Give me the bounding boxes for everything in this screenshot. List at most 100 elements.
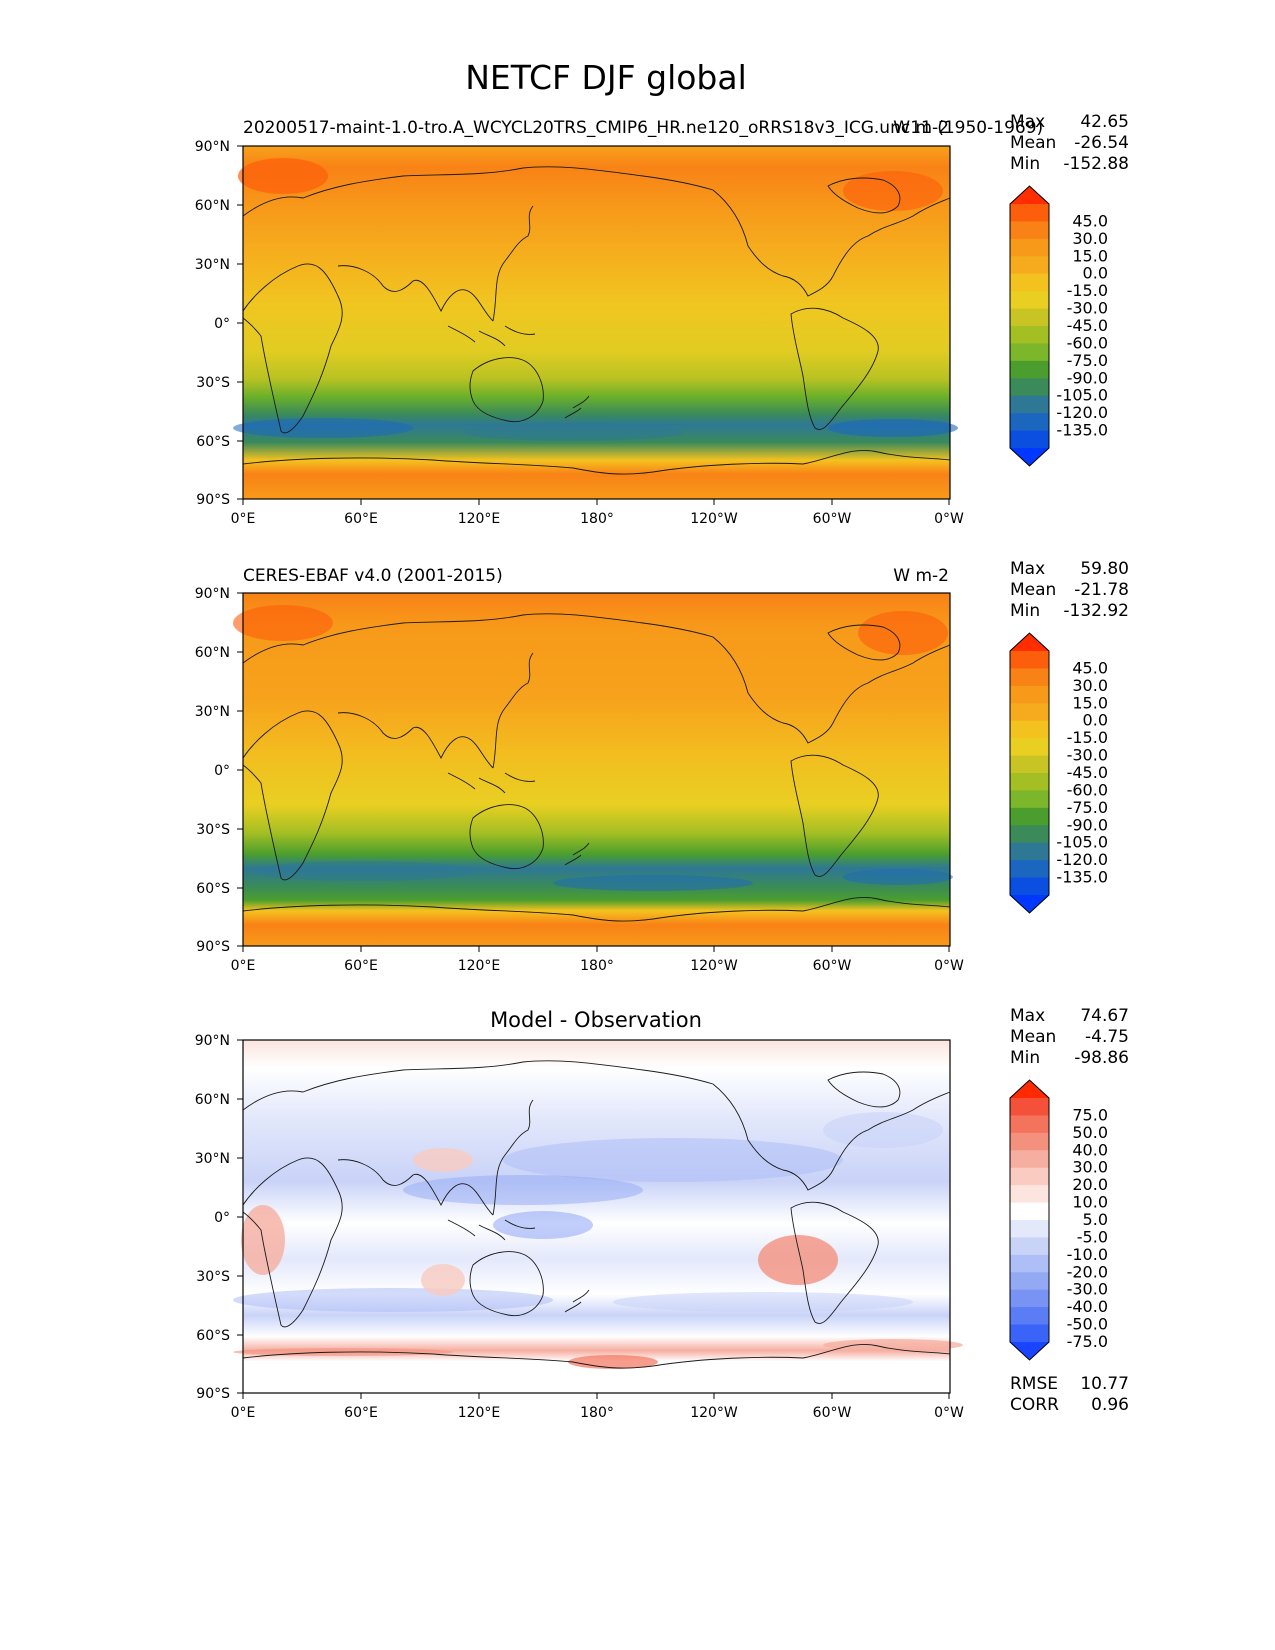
panel-diff-lat-axis: 90°N 60°N 30°N 0° 30°S 60°S 90°S (195, 1033, 243, 1402)
lat-tick-label: 30°S (196, 375, 230, 391)
stat-label: Mean (1010, 1027, 1056, 1047)
colorbar-tick-label: -45.0 (1067, 316, 1108, 335)
colorbar-swatch (1010, 1185, 1049, 1204)
colorbar-tick-label: 30.0 (1072, 676, 1108, 695)
lon-tick-label: 120°W (690, 958, 738, 974)
stat-label: Min (1010, 154, 1040, 174)
colorbar-swatch (1010, 430, 1049, 449)
colorbar-tick-label: 30.0 (1072, 229, 1108, 248)
colorbar-swatch (1010, 413, 1049, 432)
lon-tick-label: 120°E (458, 511, 501, 527)
colorbar-tick-label: -40.0 (1067, 1297, 1108, 1316)
stat-label: Mean (1010, 580, 1056, 600)
panel-model: 20200517-maint-1.0-tro.A_WCYCL20TRS_CMIP… (195, 112, 1129, 527)
colorbar-outline (1009, 632, 1050, 914)
colorbar-tick-label: -105.0 (1056, 833, 1108, 852)
panel-model-lon-axis: 0°E 60°E 120°E 180° 120°W 60°W 0°W (231, 499, 964, 527)
lon-tick-label: 60°W (813, 1405, 852, 1421)
colorbar-tick-label: 75.0 (1072, 1105, 1108, 1124)
colorbar-swatch (1010, 1167, 1049, 1186)
colorbar-tick-label: -120.0 (1056, 850, 1108, 869)
colorbar-tick-label: 10.0 (1072, 1193, 1108, 1212)
colorbar-swatch (1010, 1289, 1049, 1308)
lat-tick-label: 90°S (196, 939, 230, 955)
panel-obs: CERES-EBAF v4.0 (2001-2015) W m-2 90°N 6… (195, 559, 1129, 974)
colorbar-swatch (1010, 1150, 1049, 1169)
lat-tick-label: 60°S (196, 881, 230, 897)
colorbar-tick-label: -30.0 (1067, 299, 1108, 318)
lon-tick-label: 0°E (231, 958, 256, 974)
colorbar-tick-label: -5.0 (1077, 1227, 1108, 1246)
colorbar-swatch (1010, 204, 1049, 223)
colorbar-tick-label: 20.0 (1072, 1175, 1108, 1194)
colorbar-swatch (1010, 1220, 1049, 1239)
lat-tick-label: 90°S (196, 1386, 230, 1402)
colorbar-tick-label: -60.0 (1067, 333, 1108, 352)
colorbar-tick-label: 5.0 (1083, 1210, 1108, 1229)
colorbar-tick-label: -75.0 (1067, 351, 1108, 370)
panel-diff-map (233, 1039, 963, 1394)
colorbar-tick-label: -15.0 (1067, 281, 1108, 300)
colorbar-swatch (1010, 1272, 1049, 1291)
colorbar-tick-label: -105.0 (1056, 386, 1108, 405)
colorbar-tick-label: -90.0 (1067, 815, 1108, 834)
lat-tick-label: 90°N (195, 139, 230, 155)
colorbar-swatch (1010, 326, 1049, 345)
colorbar-swatch (1010, 685, 1049, 704)
colorbar-tick-label: -135.0 (1056, 868, 1108, 887)
rmse-label: RMSE (1010, 1374, 1058, 1394)
stat-value: -21.78 (1074, 580, 1129, 600)
colorbar-extension-max (1010, 186, 1049, 204)
panel-model-colorbar: 45.030.015.00.0-15.0-30.0-45.0-60.0-75.0… (1009, 185, 1108, 467)
colorbar-swatch (1010, 703, 1049, 722)
panel-diff-footer-stats: RMSE 10.77 CORR 0.96 (1010, 1374, 1129, 1415)
lon-tick-label: 60°W (813, 511, 852, 527)
lat-tick-label: 0° (214, 316, 230, 332)
lon-tick-label: 0°W (934, 511, 964, 527)
colorbar-tick-label: -135.0 (1056, 421, 1108, 440)
figure-title: NETCF DJF global (465, 58, 747, 97)
colorbar-tick-label: 15.0 (1072, 693, 1108, 712)
lon-tick-label: 0°E (231, 511, 256, 527)
colorbar-swatch (1010, 842, 1049, 861)
lat-tick-label: 60°N (195, 198, 230, 214)
colorbar-extension-max (1010, 633, 1049, 651)
colorbar-extension-min (1010, 895, 1049, 913)
lat-tick-label: 30°N (195, 704, 230, 720)
lat-tick-label: 60°S (196, 1328, 230, 1344)
colorbar-swatch (1010, 221, 1049, 240)
panel-model-stats: Max 42.65 Mean -26.54 Min -152.88 (1010, 112, 1129, 174)
stat-value: -152.88 (1063, 154, 1129, 174)
panel-obs-lat-axis: 90°N 60°N 30°N 0° 30°S 60°S 90°S (195, 586, 243, 955)
stat-value: -132.92 (1063, 601, 1129, 621)
lon-tick-label: 120°W (690, 1405, 738, 1421)
colorbar-swatch (1010, 1324, 1049, 1343)
colorbar-outline (1009, 1079, 1050, 1361)
colorbar-swatch (1010, 308, 1049, 327)
colorbar-swatch (1010, 395, 1049, 414)
colorbar-tick-label: -10.0 (1067, 1245, 1108, 1264)
panel-diff-stats: Max 74.67 Mean -4.75 Min -98.86 (1010, 1006, 1129, 1068)
colorbar-tick-label: -50.0 (1067, 1315, 1108, 1334)
colorbar-swatch (1010, 651, 1049, 670)
lat-tick-label: 60°S (196, 434, 230, 450)
colorbar-tick-label: 15.0 (1072, 246, 1108, 265)
colorbar-tick-label: 0.0 (1083, 264, 1108, 283)
lat-tick-label: 0° (214, 1210, 230, 1226)
lon-tick-label: 0°W (934, 1405, 964, 1421)
colorbar-tick-label: -90.0 (1067, 368, 1108, 387)
lon-tick-label: 60°W (813, 958, 852, 974)
panel-obs-colorbar: 45.030.015.00.0-15.0-30.0-45.0-60.0-75.0… (1009, 632, 1108, 914)
colorbar-swatch (1010, 291, 1049, 310)
corr-value: 0.96 (1091, 1395, 1129, 1415)
stat-label: Max (1010, 559, 1045, 579)
panel-model-lat-axis: 90°N 60°N 30°N 0° 30°S 60°S 90°S (195, 139, 243, 508)
colorbar-tick-label: 40.0 (1072, 1140, 1108, 1159)
panel-model-title-right: W m-2 (893, 118, 949, 138)
stat-label: Mean (1010, 133, 1056, 153)
colorbar-swatch (1010, 877, 1049, 896)
lon-tick-label: 120°W (690, 511, 738, 527)
lon-tick-label: 60°E (344, 511, 378, 527)
colorbar-swatch (1010, 1132, 1049, 1151)
